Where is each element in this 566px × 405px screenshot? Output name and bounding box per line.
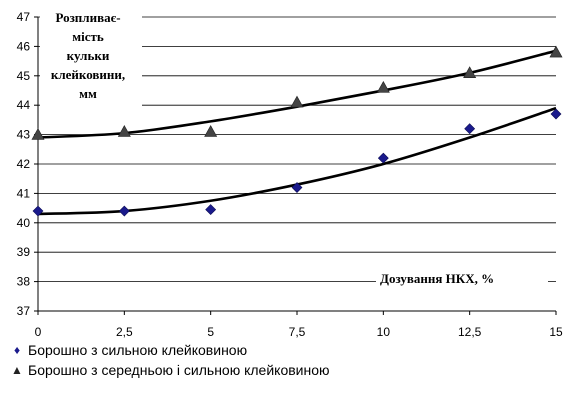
legend-item-medium-strong: ▲ Борошно з середньою і сильною клейкови… xyxy=(6,360,562,380)
y-axis-label-line: мість xyxy=(72,29,104,44)
data-points xyxy=(31,45,563,217)
y-tick-label: 45 xyxy=(17,69,31,83)
triangle-point xyxy=(117,125,131,137)
y-tick-label: 37 xyxy=(17,304,31,318)
diamond-point xyxy=(550,108,562,120)
x-tick-label: 7,5 xyxy=(289,325,306,339)
chart-axes xyxy=(34,16,557,315)
y-axis-label-bg xyxy=(40,10,142,109)
y-tick-label: 44 xyxy=(17,98,31,112)
y-axis-label-line: клейковини, xyxy=(51,67,125,82)
triangle-point xyxy=(376,80,390,93)
x-tick-labels: 0 2,5 5 7,5 10 12,5 15 xyxy=(35,325,563,339)
diamond-point xyxy=(118,205,130,217)
x-tick-label: 15 xyxy=(549,325,563,339)
diamond-icon: ♦ xyxy=(13,343,21,357)
x-tick-label: 2,5 xyxy=(116,325,133,339)
legend: ♦ Борошно з сильною клейковиною ▲ Борошн… xyxy=(6,340,562,380)
y-axis-label-line: мм xyxy=(79,86,97,101)
y-tick-label: 39 xyxy=(17,245,31,259)
triangle-point xyxy=(549,45,563,58)
x-tick-label: 10 xyxy=(377,325,391,339)
y-tick-label: 42 xyxy=(17,157,31,171)
trend-line-1 xyxy=(37,106,557,216)
diamond-point xyxy=(377,152,389,164)
y-tick-label: 47 xyxy=(17,10,31,24)
x-tick-label: 5 xyxy=(207,325,214,339)
y-tick-label: 43 xyxy=(17,128,31,142)
y-tick-labels: 37 38 39 40 41 42 43 44 45 46 47 xyxy=(17,10,31,318)
triangle-point xyxy=(31,127,45,140)
y-axis-label: Розпливає-мість кульки клейковини, мм xyxy=(40,10,142,109)
triangle-icon: ▲ xyxy=(11,363,23,377)
y-axis-label-line: Розпливає- xyxy=(55,10,120,25)
x-tick-label: 12,5 xyxy=(458,325,482,339)
x-tick-label: 0 xyxy=(35,325,42,339)
y-tick-label: 38 xyxy=(17,275,31,289)
diamond-point xyxy=(32,205,44,217)
triangle-point xyxy=(463,66,477,78)
legend-label-medium-strong: Борошно з середньою і сильною клейковино… xyxy=(28,362,330,378)
y-tick-label: 40 xyxy=(17,216,31,230)
x-axis-label-bg xyxy=(376,268,548,288)
y-tick-label: 46 xyxy=(17,39,31,53)
legend-label-strong: Борошно з сильною клейковиною xyxy=(28,342,248,358)
diamond-point xyxy=(291,182,303,193)
y-tick-label: 41 xyxy=(17,186,31,200)
legend-item-strong: ♦ Борошно з сильною клейковиною xyxy=(6,340,562,360)
x-axis-label: Дозування НКХ, % xyxy=(380,271,494,286)
triangle-point xyxy=(204,125,218,137)
diamond-point xyxy=(464,123,476,135)
y-axis-label-line: кульки xyxy=(67,48,110,63)
diamond-point xyxy=(205,204,217,215)
triangle-point xyxy=(290,95,304,108)
